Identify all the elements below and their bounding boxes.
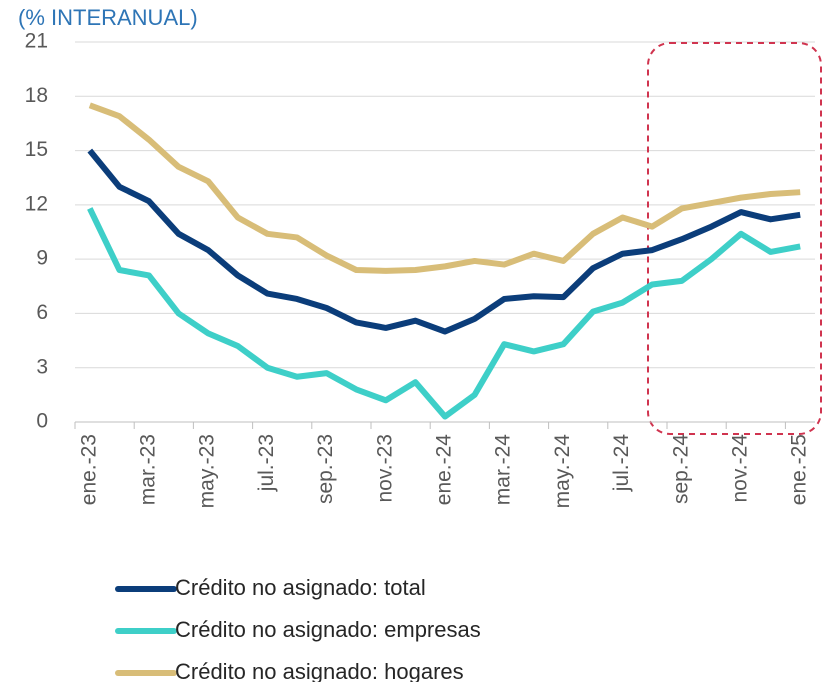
- line-series: [87, 207, 801, 420]
- x-tick-label: sep.-24: [669, 434, 692, 504]
- legend-label: Crédito no asignado: empresas: [175, 617, 481, 642]
- x-tick-label: ene.-23: [77, 434, 100, 505]
- y-tick-label: 6: [36, 301, 48, 324]
- x-tick-label: may.-23: [196, 434, 219, 508]
- y-tick-label: 0: [36, 410, 48, 433]
- highlight-box: [647, 42, 822, 435]
- x-tick-label: ene.-25: [788, 434, 811, 505]
- x-tick-label: jul.-23: [255, 434, 278, 492]
- y-tick-label: 3: [36, 355, 48, 378]
- line-series: [88, 102, 801, 274]
- y-tick-label: 21: [25, 30, 48, 53]
- x-tick-label: mar.-24: [492, 434, 515, 506]
- x-tick-label: jul.-24: [610, 434, 633, 493]
- y-tick-label: 9: [36, 247, 48, 270]
- y-tick-label: 18: [25, 84, 48, 107]
- x-tick-label: may.-24: [551, 434, 574, 509]
- y-tick-label: 15: [25, 138, 48, 161]
- x-tick-label: nov.-24: [729, 434, 752, 503]
- y-tick-label: 12: [25, 192, 48, 215]
- line-series: [87, 148, 801, 335]
- legend-label: Crédito no asignado: total: [175, 575, 426, 600]
- x-tick-label: sep.-23: [314, 434, 337, 504]
- legend-label: Crédito no asignado: hogares: [175, 659, 464, 682]
- x-tick-label: ene.-24: [433, 434, 456, 506]
- chart-title: (% INTERANUAL): [18, 5, 198, 30]
- x-tick-label: nov.-23: [373, 434, 396, 503]
- x-tick-label: mar.-23: [137, 434, 160, 505]
